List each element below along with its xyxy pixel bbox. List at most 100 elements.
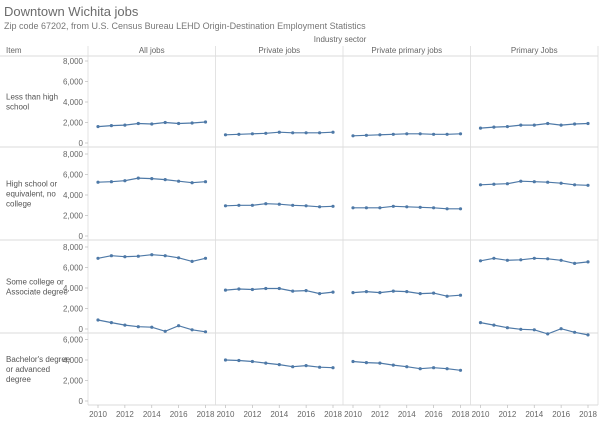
data-point: [546, 257, 550, 261]
data-point: [163, 329, 167, 333]
data-point: [586, 121, 590, 126]
y-tick-label: 8,000: [63, 150, 84, 159]
data-point: [123, 123, 127, 127]
data-point: [331, 290, 335, 294]
data-point: [277, 130, 281, 134]
data-point: [150, 325, 154, 329]
data-point: [559, 258, 563, 262]
data-point: [445, 207, 449, 211]
y-tick-label: 2,000: [63, 119, 84, 128]
data-point: [150, 253, 154, 257]
data-point: [418, 205, 422, 209]
data-point: [519, 179, 523, 183]
data-point: [391, 132, 395, 136]
data-point: [364, 206, 368, 210]
data-point: [250, 287, 254, 292]
data-point: [351, 206, 355, 210]
data-point: [163, 178, 167, 182]
row-label: High school or equivalent, no college: [6, 180, 57, 209]
data-point: [96, 256, 100, 260]
data-point: [304, 289, 308, 293]
data-point: [573, 330, 577, 334]
x-tick-label: 2016: [297, 410, 315, 419]
chart-title: Downtown Wichita jobs: [4, 4, 139, 19]
data-point: [318, 292, 322, 296]
data-point: [250, 359, 254, 364]
data-point: [418, 132, 422, 136]
row-label: Some college or Associate degree: [6, 278, 68, 297]
data-point: [250, 132, 254, 136]
x-tick-label: 2016: [170, 410, 188, 419]
data-point: [519, 327, 523, 331]
y-tick-label: 4,000: [63, 284, 84, 293]
data-point: [478, 259, 483, 263]
data-point: [405, 205, 409, 209]
data-point: [96, 125, 100, 129]
data-point: [109, 180, 113, 184]
x-tick-label: 2016: [425, 410, 443, 419]
data-point: [250, 203, 254, 207]
data-point: [109, 124, 113, 128]
data-point: [492, 125, 496, 129]
data-point: [458, 207, 463, 211]
data-point: [123, 179, 127, 183]
data-point: [237, 358, 241, 363]
data-point: [351, 291, 355, 295]
data-point: [163, 254, 167, 258]
data-point: [109, 321, 113, 325]
data-point: [418, 292, 422, 296]
data-point: [264, 131, 268, 135]
data-point: [136, 254, 140, 258]
data-point: [136, 325, 140, 329]
data-point: [291, 131, 295, 135]
data-point: [519, 258, 523, 262]
data-point: [586, 183, 590, 187]
data-point: [264, 286, 268, 291]
data-point: [304, 131, 308, 135]
data-point: [378, 361, 382, 365]
column-header: Private primary jobs: [371, 46, 442, 55]
y-tick-label: 0: [79, 139, 84, 148]
data-point: [190, 121, 194, 125]
data-point: [532, 328, 536, 332]
data-point: [351, 359, 355, 364]
data-point: [405, 132, 409, 136]
x-tick-label: 2012: [371, 410, 389, 419]
data-point: [203, 120, 208, 124]
data-point: [492, 256, 496, 260]
data-point: [291, 365, 295, 369]
row-header-label: Item: [6, 46, 22, 55]
chart-subtitle: Zip code 67202, from U.S. Census Bureau …: [4, 21, 366, 31]
data-point: [519, 123, 523, 127]
data-point: [478, 183, 483, 187]
x-tick-label: 2010: [472, 410, 490, 419]
data-point: [432, 206, 436, 210]
data-point: [445, 367, 449, 371]
data-point: [223, 288, 228, 292]
data-point: [304, 204, 308, 208]
y-tick-label: 8,000: [63, 243, 84, 252]
data-point: [532, 180, 536, 184]
data-point: [458, 293, 463, 297]
x-tick-label: 2010: [89, 410, 107, 419]
y-tick-label: 4,000: [63, 356, 84, 365]
data-point: [223, 358, 228, 362]
column-header: Primary Jobs: [511, 46, 558, 55]
data-point: [445, 132, 449, 136]
data-point: [458, 368, 463, 372]
data-point: [123, 255, 127, 259]
y-tick-label: 6,000: [63, 78, 84, 87]
data-point: [573, 183, 577, 187]
data-point: [505, 258, 509, 262]
data-point: [478, 321, 483, 325]
data-point: [432, 366, 436, 370]
data-point: [318, 365, 322, 369]
x-tick-label: 2016: [552, 410, 570, 419]
y-tick-label: 6,000: [63, 336, 84, 345]
row-label: Bachelor's degree or advanced degree: [6, 355, 71, 384]
data-point: [150, 122, 154, 126]
x-tick-label: 2012: [243, 410, 261, 419]
data-point: [364, 133, 368, 137]
x-tick-label: 2014: [398, 410, 416, 419]
data-point: [318, 205, 322, 209]
